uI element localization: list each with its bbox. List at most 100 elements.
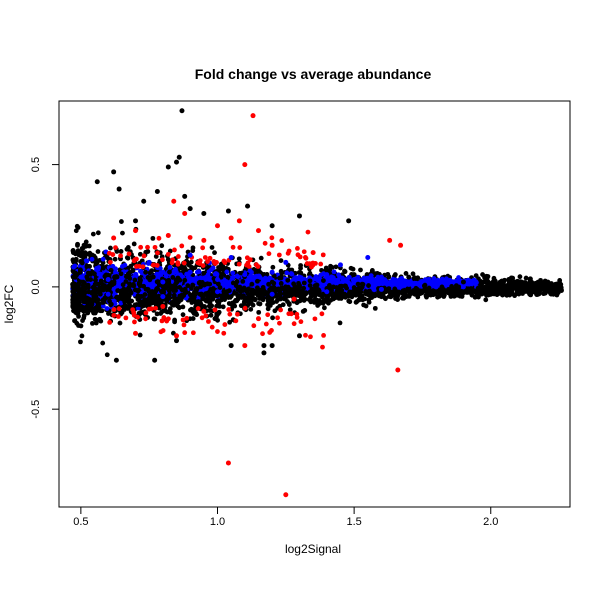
density-point [232, 303, 238, 309]
density-point [160, 257, 165, 263]
density-point [122, 299, 128, 305]
black-point [296, 213, 302, 219]
density-point [107, 320, 113, 325]
density-point [350, 266, 356, 272]
blue-point [460, 284, 466, 290]
density-point [236, 261, 242, 267]
density-point [227, 311, 233, 317]
density-point [491, 275, 497, 281]
density-point [176, 305, 182, 310]
density-point [256, 268, 262, 274]
density-point [508, 288, 514, 294]
density-point [517, 274, 523, 280]
density-point [355, 281, 361, 287]
density-point [253, 268, 258, 274]
density-point [530, 286, 535, 292]
black-point [225, 208, 231, 214]
density-point [74, 310, 80, 316]
density-point [457, 280, 463, 286]
density-point [112, 256, 118, 262]
density-point [233, 283, 239, 289]
density-point [94, 308, 100, 314]
black-point [182, 193, 188, 199]
density-point [238, 303, 244, 309]
density-point [152, 316, 158, 322]
density-point [317, 292, 323, 298]
density-point [201, 304, 207, 309]
density-point [294, 311, 300, 317]
black-point [174, 338, 180, 344]
blue-point [378, 274, 384, 280]
density-point [199, 315, 205, 321]
density-point [359, 293, 365, 299]
density-point [226, 307, 232, 312]
density-point [76, 293, 82, 299]
density-point [137, 251, 143, 257]
density-point [150, 262, 156, 268]
density-point [507, 279, 513, 284]
density-point [98, 278, 104, 284]
density-point [172, 319, 178, 325]
density-point [206, 319, 211, 324]
density-point [80, 282, 86, 288]
density-point [193, 291, 198, 297]
density-point [180, 317, 186, 323]
black-point [296, 333, 302, 339]
density-point [70, 248, 76, 253]
density-point [123, 315, 129, 321]
density-point [337, 283, 343, 289]
black-point [351, 272, 357, 278]
density-point [182, 277, 188, 283]
density-point [214, 314, 219, 320]
density-point [265, 302, 271, 308]
density-point [236, 256, 242, 262]
blue-point [214, 277, 220, 283]
density-point [487, 290, 493, 296]
density-point [400, 288, 406, 294]
black-point [488, 286, 494, 292]
density-point [456, 275, 461, 280]
density-point [115, 288, 121, 294]
density-point [459, 294, 465, 299]
density-point [316, 287, 322, 293]
density-point [288, 288, 293, 293]
density-point [79, 333, 85, 339]
density-point [137, 276, 143, 281]
density-point [190, 330, 196, 336]
data-points [70, 108, 562, 498]
density-point [222, 290, 228, 295]
density-point [114, 294, 120, 300]
density-point [285, 250, 291, 256]
density-point [114, 274, 120, 280]
density-point [155, 298, 161, 304]
density-point [348, 290, 354, 296]
density-point [401, 281, 406, 287]
density-point [220, 304, 226, 310]
density-point [112, 301, 118, 307]
density-point [200, 276, 206, 281]
density-point [106, 250, 112, 256]
density-point [119, 219, 124, 224]
density-point [258, 287, 264, 293]
density-point [74, 223, 80, 229]
density-point [131, 241, 137, 247]
density-point [260, 331, 265, 337]
density-point [120, 289, 125, 295]
density-point [465, 286, 471, 292]
density-point [76, 281, 82, 286]
density-point [439, 284, 445, 290]
density-point [85, 285, 91, 290]
density-point [240, 293, 246, 299]
density-point [166, 293, 172, 298]
black-point [113, 357, 119, 363]
density-point [159, 243, 165, 249]
density-point [93, 280, 99, 286]
density-point [262, 240, 268, 246]
density-point [237, 288, 243, 294]
density-point [167, 306, 173, 312]
density-point [254, 291, 260, 297]
density-point [251, 323, 257, 329]
density-point [260, 295, 266, 301]
density-point [360, 297, 365, 303]
